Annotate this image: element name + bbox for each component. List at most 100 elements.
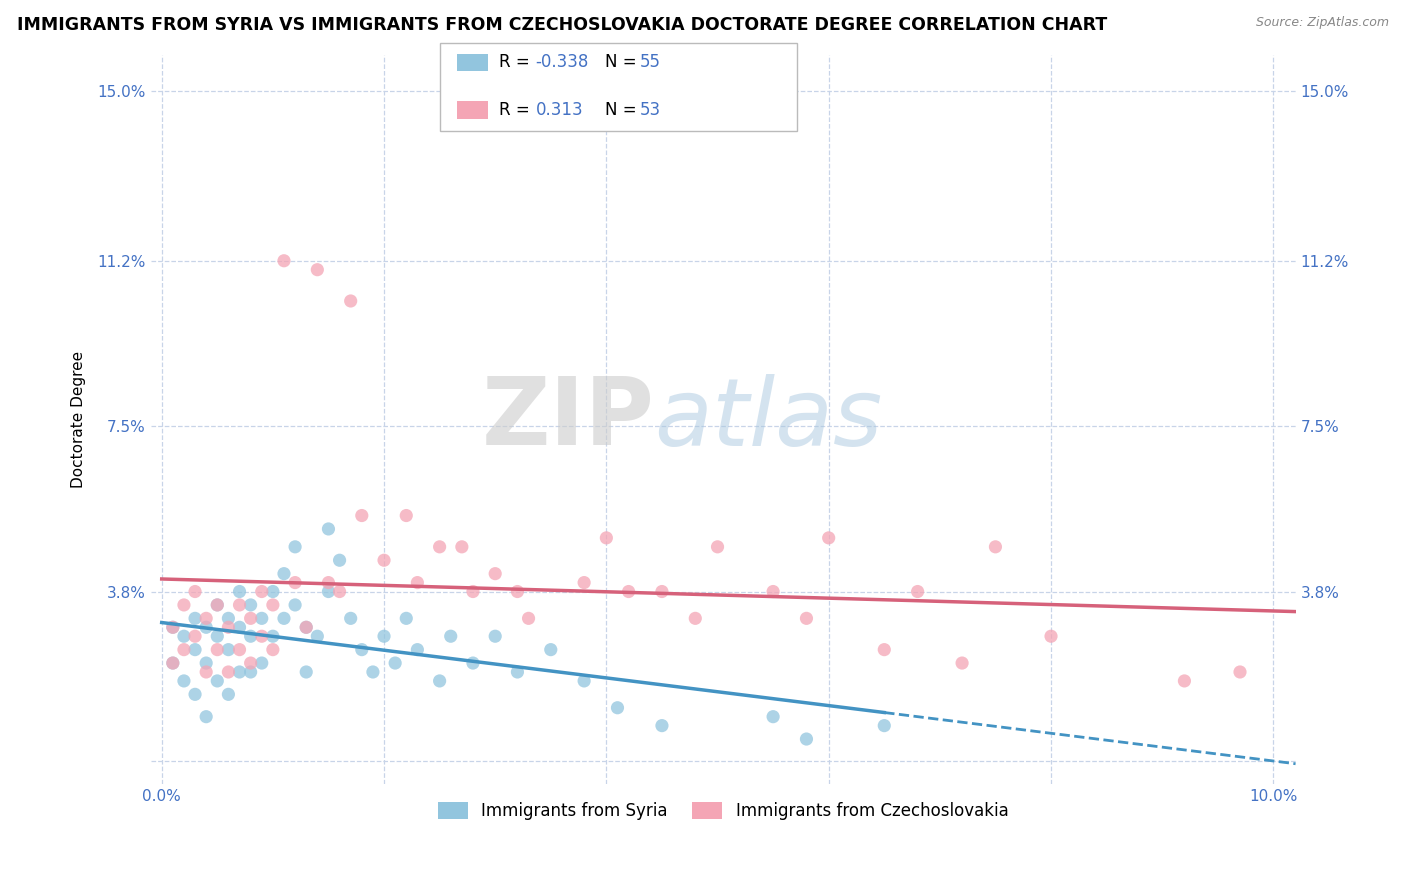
Point xyxy=(406,642,429,657)
Point xyxy=(762,709,785,723)
Point xyxy=(440,629,463,643)
Point xyxy=(339,611,361,625)
Point xyxy=(318,522,340,536)
Point xyxy=(950,656,973,670)
Point xyxy=(307,262,329,277)
Point xyxy=(461,584,484,599)
Point xyxy=(195,709,218,723)
Text: N =: N = xyxy=(605,54,641,71)
Point xyxy=(184,629,207,643)
Point xyxy=(907,584,929,599)
Point xyxy=(796,732,818,747)
Point xyxy=(284,540,307,554)
Point xyxy=(239,611,262,625)
Point xyxy=(318,575,340,590)
Point xyxy=(250,656,273,670)
Point xyxy=(239,598,262,612)
Point xyxy=(572,575,595,590)
Point xyxy=(217,611,239,625)
Point xyxy=(273,253,295,268)
Point xyxy=(184,687,207,701)
Point xyxy=(395,611,418,625)
Point xyxy=(217,687,239,701)
Point xyxy=(228,620,250,634)
Point xyxy=(195,620,218,634)
Point xyxy=(617,584,640,599)
Point xyxy=(373,629,395,643)
Point xyxy=(384,656,406,670)
Point xyxy=(873,642,896,657)
Point xyxy=(450,540,472,554)
Point xyxy=(506,665,529,679)
Point xyxy=(484,629,506,643)
Point xyxy=(595,531,617,545)
Point xyxy=(461,656,484,670)
Point xyxy=(796,611,818,625)
Point xyxy=(207,642,229,657)
Point xyxy=(228,584,250,599)
Point xyxy=(262,629,284,643)
Point xyxy=(350,642,373,657)
Point xyxy=(350,508,373,523)
Point xyxy=(162,620,184,634)
Point xyxy=(250,629,273,643)
Point xyxy=(228,642,250,657)
Point xyxy=(262,598,284,612)
Point xyxy=(173,598,195,612)
Point xyxy=(184,584,207,599)
Point xyxy=(429,673,451,688)
Point xyxy=(284,575,307,590)
Point xyxy=(984,540,1007,554)
Text: Source: ZipAtlas.com: Source: ZipAtlas.com xyxy=(1256,16,1389,29)
Y-axis label: Doctorate Degree: Doctorate Degree xyxy=(72,351,86,488)
Point xyxy=(429,540,451,554)
Point xyxy=(239,656,262,670)
Point xyxy=(606,700,628,714)
Point xyxy=(217,620,239,634)
Point xyxy=(207,598,229,612)
Point xyxy=(217,642,239,657)
Text: atlas: atlas xyxy=(654,374,883,465)
Text: R =: R = xyxy=(499,101,536,119)
Point xyxy=(329,584,352,599)
Point xyxy=(228,598,250,612)
Point xyxy=(540,642,562,657)
Point xyxy=(250,584,273,599)
Point xyxy=(162,620,184,634)
Point xyxy=(295,620,318,634)
Point xyxy=(195,656,218,670)
Text: N =: N = xyxy=(605,101,641,119)
Text: R =: R = xyxy=(499,54,536,71)
Point xyxy=(506,584,529,599)
Point xyxy=(273,611,295,625)
Point xyxy=(184,642,207,657)
Point xyxy=(517,611,540,625)
Point xyxy=(484,566,506,581)
Point xyxy=(207,673,229,688)
Point xyxy=(762,584,785,599)
Point xyxy=(239,665,262,679)
Point xyxy=(162,656,184,670)
Point xyxy=(228,665,250,679)
Point xyxy=(173,673,195,688)
Point xyxy=(339,293,361,308)
Point xyxy=(217,665,239,679)
Point xyxy=(651,718,673,732)
Point xyxy=(373,553,395,567)
Text: -0.338: -0.338 xyxy=(536,54,589,71)
Point xyxy=(1040,629,1063,643)
Point xyxy=(706,540,728,554)
Text: 53: 53 xyxy=(640,101,661,119)
Point xyxy=(329,553,352,567)
Point xyxy=(207,598,229,612)
Point xyxy=(195,611,218,625)
Point xyxy=(685,611,707,625)
Point xyxy=(295,620,318,634)
Point xyxy=(195,665,218,679)
Text: 0.313: 0.313 xyxy=(536,101,583,119)
Point xyxy=(184,611,207,625)
Point xyxy=(173,629,195,643)
Point xyxy=(361,665,384,679)
Point xyxy=(173,642,195,657)
Point xyxy=(1229,665,1251,679)
